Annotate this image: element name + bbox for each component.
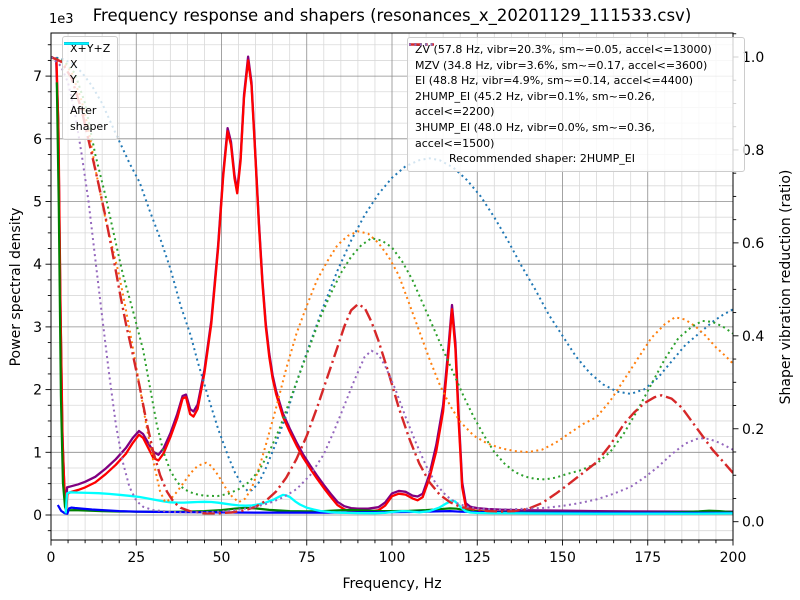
svg-text:150: 150	[549, 550, 576, 566]
svg-text:0: 0	[47, 550, 56, 566]
legend-label: ZV (57.8 Hz, vibr=20.3%, sm~=0.05, accel…	[415, 43, 712, 56]
legend-entry: EI (48.8 Hz, vibr=4.9%, sm~=0.14, accel<…	[409, 43, 737, 89]
series-x	[55, 59, 733, 515]
series-ei	[51, 56, 733, 498]
series-2hump-ei	[51, 55, 733, 515]
series-zv	[51, 56, 733, 493]
svg-text:125: 125	[464, 550, 491, 566]
svg-text:5: 5	[33, 195, 42, 211]
legend-label: X+Y+Z	[70, 42, 111, 55]
svg-text:4: 4	[33, 257, 42, 273]
legend-entry: After shaper	[64, 42, 110, 134]
svg-text:0.0: 0.0	[742, 515, 764, 531]
svg-text:75: 75	[298, 550, 316, 566]
svg-text:0.8: 0.8	[742, 143, 764, 159]
legend-entry: 3HUMP_EI (48.0 Hz, vibr=0.0%, sm~=0.36, …	[409, 43, 737, 151]
y-axis-label-left: Power spectral density	[8, 207, 24, 367]
svg-text:50: 50	[213, 550, 231, 566]
legend-entry: MZV (34.8 Hz, vibr=3.6%, sm~=0.17, accel…	[409, 43, 737, 74]
svg-text:7: 7	[33, 69, 42, 85]
svg-text:175: 175	[634, 550, 661, 566]
legend-label: 2HUMP_EI (45.2 Hz, vibr=0.1%, sm~=0.26, …	[415, 89, 656, 119]
legend-line-sample	[64, 42, 89, 45]
chart-title: Frequency response and shapers (resonanc…	[92, 6, 692, 25]
x-axis-label: Frequency, Hz	[342, 576, 442, 592]
legend-entry: Y	[64, 42, 110, 88]
svg-text:1.0: 1.0	[742, 50, 764, 66]
svg-text:1: 1	[33, 445, 42, 461]
series-after-shaper	[64, 491, 733, 515]
svg-text:6: 6	[33, 132, 42, 148]
svg-text:200: 200	[720, 550, 747, 566]
svg-text:2: 2	[33, 383, 42, 399]
legend-line-sample	[409, 43, 434, 46]
legend-label: MZV (34.8 Hz, vibr=3.6%, sm~=0.17, accel…	[415, 58, 708, 72]
legend-label: Z	[70, 88, 78, 102]
legend-label: EI (48.8 Hz, vibr=4.9%, sm~=0.14, accel<…	[415, 74, 693, 88]
legend-entry: 2HUMP_EI (45.2 Hz, vibr=0.1%, sm~=0.26, …	[409, 43, 737, 120]
recommended-shaper-note: Recommended shaper: 2HUMP_EI	[449, 152, 635, 166]
legend-entry: Z	[64, 42, 110, 104]
y-axis-label-right: Shaper vibration reduction (ratio)	[778, 169, 794, 405]
legend-label: After shaper	[70, 104, 108, 134]
svg-text:0.4: 0.4	[742, 329, 764, 345]
legend-entry: ZV (57.8 Hz, vibr=20.3%, sm~=0.05, accel…	[409, 42, 737, 58]
legend-label: X	[70, 57, 78, 71]
legend-entry: X	[64, 42, 110, 73]
svg-text:0: 0	[33, 508, 42, 524]
svg-text:3: 3	[33, 320, 42, 336]
svg-text:25: 25	[127, 550, 145, 566]
y-axis-offset-text: 1e3	[49, 12, 74, 27]
legend-label: Y	[70, 73, 77, 87]
legend-label: 3HUMP_EI (48.0 Hz, vibr=0.0%, sm~=0.36, …	[415, 121, 656, 150]
legend-psd: X+Y+Z X Y Z After shaper	[62, 36, 119, 140]
svg-text:0.6: 0.6	[742, 236, 764, 252]
legend-shapers: ZV (57.8 Hz, vibr=20.3%, sm~=0.05, accel…	[407, 37, 745, 172]
series-3hump-ei	[51, 56, 733, 514]
legend-note-row: Recommended shaper: 2HUMP_EI	[415, 151, 737, 167]
svg-text:100: 100	[379, 550, 406, 566]
svg-text:0.2: 0.2	[742, 422, 764, 438]
